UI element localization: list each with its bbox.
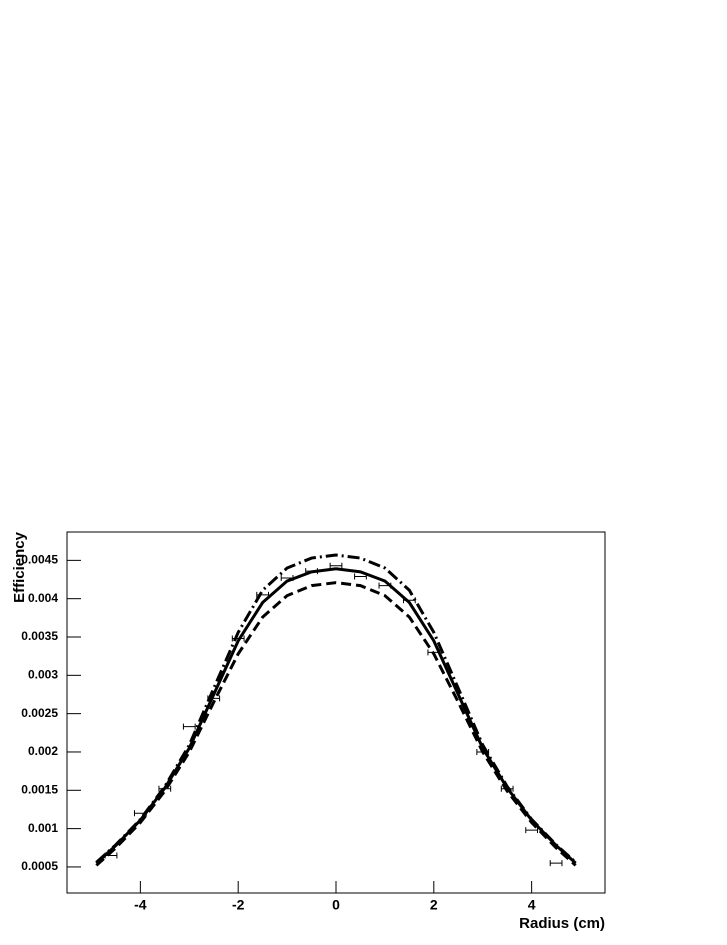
curve [95, 553, 577, 864]
y-tick-label: 0.004 [28, 591, 58, 605]
error-bar [133, 810, 147, 817]
y-tick-label: 0.0035 [21, 629, 58, 643]
x-tick-label: 4 [528, 897, 536, 913]
error-bar [207, 695, 221, 702]
y-axis-title: Efficiency [11, 531, 28, 603]
y-tick-label: 0.003 [28, 667, 58, 681]
y-tick-label: 0.0005 [21, 859, 58, 873]
error-bar [549, 860, 563, 867]
y-tick-label: 0.002 [28, 744, 58, 758]
error-bar [256, 591, 270, 598]
error-bar [104, 852, 118, 859]
error-bar [427, 649, 441, 656]
x-tick-label: 0 [332, 897, 340, 913]
y-tick-label: 0.0015 [21, 782, 58, 796]
y-tick-label: 0.0025 [21, 706, 58, 720]
x-tick-label: -4 [134, 897, 147, 913]
plot-frame [66, 531, 606, 894]
error-bar [378, 582, 392, 589]
error-bar [476, 748, 490, 755]
curve [95, 581, 577, 867]
error-bar [500, 785, 514, 792]
x-tick-label: 2 [430, 897, 438, 913]
error-bar [525, 827, 539, 834]
error-bar [329, 562, 343, 569]
error-bar [231, 635, 245, 642]
x-axis-title: Radius (cm) [519, 915, 605, 932]
x-tick-label: -2 [232, 897, 245, 913]
error-bar [305, 568, 318, 575]
error-bar [182, 723, 196, 730]
error-bar [402, 597, 416, 604]
y-tick-label: 0.0045 [21, 553, 58, 567]
error-bar [280, 574, 294, 581]
curve [95, 567, 577, 865]
error-bar [158, 785, 172, 792]
error-bar [354, 573, 367, 580]
y-tick-label: 0.001 [28, 821, 58, 835]
